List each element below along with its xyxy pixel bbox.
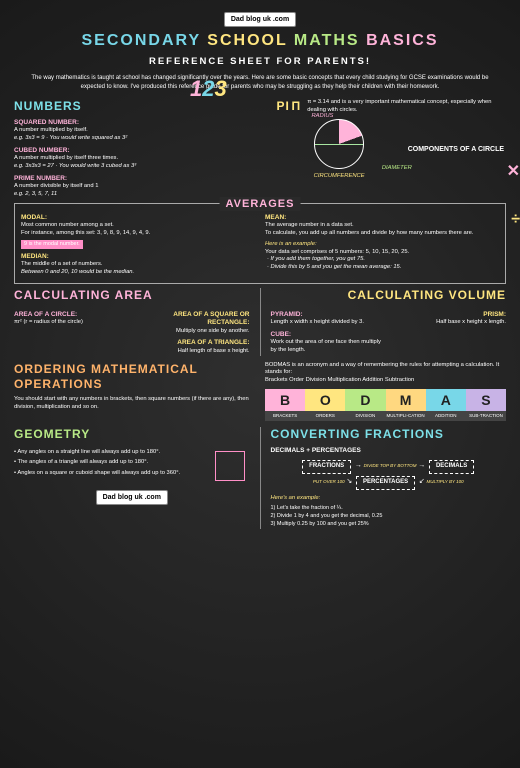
squared-eg: e.g. 3x3 = 9 · You would write squared a… [14,135,266,143]
averages-title: AVERAGES [220,197,301,211]
arrow-icon: → [418,462,425,469]
mean-ex1: Your data set comprises of 5 numbers: 5,… [265,249,499,257]
cube-label: CUBE: [271,331,384,339]
header: Dad blog uk .com SECONDARY SCHOOL MATHS … [14,12,506,91]
squared-label: SQUARED NUMBER: [14,119,266,127]
pi-body: π = 3.14 and is a very important mathema… [307,99,506,115]
mean-ex2: · If you add them together, you get 75. [267,256,499,264]
mean-label: MEAN: [265,214,499,222]
area-square-label: AREA OF A SQUARE OR RECTANGLE: [137,311,250,328]
mean-ex3: · Divide this by 5 and you get the mean … [267,264,499,272]
area-title: CALCULATING AREA [14,288,250,304]
circumference-label: CIRCUMFERENCE [276,173,401,181]
prism-label: PRISM: [393,311,506,319]
median-label: MEDIAN: [21,253,255,261]
row-bodmas: ORDERING MATHEMATICAL OPERATIONS You sho… [14,362,506,421]
multiply-icon: ✕ [507,162,520,183]
subtitle: REFERENCE SHEET FOR PARENTS! [14,56,506,68]
row-numbers-pi: NUMBERS SQUARED NUMBER: A number multipl… [14,99,506,199]
area-tri-body: Half length of base x height. [137,348,250,356]
fractions-box: FRACTIONS [302,460,351,474]
decorative-123: 123 [190,75,227,104]
area-circle-label: AREA OF A CIRCLE: [14,311,127,319]
modal-eg: For instance, among this set: 3, 9, 8, 9… [21,230,255,238]
arrow-icon: → [355,462,362,469]
brand-tag: Dad blog uk .com [224,12,296,27]
convert-title: CONVERTING FRACTIONS [271,427,507,443]
prime-body: A number divisible by itself and 1 [14,183,266,191]
row-area-volume: CALCULATING AREA AREA OF A CIRCLE: πr² (… [14,288,506,356]
prism-body: Half base x height x length. [393,319,506,327]
modal-label: MODAL: [21,214,255,222]
bodmas-title: ORDERING MATHEMATICAL OPERATIONS [14,362,255,393]
percentages-box: PERCENTAGES [356,476,415,490]
circle-diagram [314,119,364,169]
squared-body: A number multiplied by itself. [14,127,266,135]
median-eg: Between 0 and 20, 10 would be the median… [21,269,255,277]
pyramid-label: PYRAMID: [271,311,384,319]
volume-title: CALCULATING VOLUME [271,288,507,304]
arrow-a1: DIVIDE TOP BY BOTTOM [364,463,417,468]
row-geom-convert: GEOMETRY • Any angles on a straight line… [14,427,506,529]
median-body: The middle of a set of numbers. [21,261,255,269]
brand-tag-bottom: Dad blog uk .com [96,490,168,505]
modal-tag: 9 is the modal number. [21,240,83,249]
cube-body: Work out the area of one face then multi… [271,339,384,355]
bodmas-letters: BODMAS [265,389,506,411]
cubed-eg: e.g. 3x3x3 = 27 · You would write 3 cube… [14,163,266,171]
mean-body: The average number in a data set. [265,222,499,230]
mean-ex-label: Here is an example: [265,241,499,249]
pi-heading: PI π [276,99,301,115]
geom-b1: Any angles on a straight line will alway… [17,449,160,455]
convert-sub: DECIMALS + PERCENTAGES [271,447,507,455]
arrow-a2: PUT OVER 100 [313,479,345,484]
diameter-label: DIAMETER [382,165,412,173]
bodmas-labels: BRACKETSORDERSDIVISIONMULTIPLI-CATIONADD… [265,411,506,421]
arrow-icon: ↙ [419,478,425,485]
area-tri-label: AREA OF A TRIANGLE: [137,339,250,347]
bodmas-intro: BODMAS is an acronym and a way of rememb… [265,362,506,378]
convert-steps: 1) Let's take the fraction of ¼. 2) Divi… [271,505,507,528]
arrow-a3: MULTIPLY BY 100 [427,479,464,484]
bodmas-expand: Brackets Order Division Multiplication A… [265,377,506,385]
cubed-body: A number multiplied by itself three time… [14,155,266,163]
arrow-icon: ↘ [346,478,352,485]
infographic-page: Dad blog uk .com SECONDARY SCHOOL MATHS … [0,0,520,768]
area-square-body: Multiply one side by another. [137,328,250,336]
geometry-title: GEOMETRY [14,427,250,443]
decimals-box: DECIMALS [429,460,474,474]
bodmas-body: You should start with any numbers in bra… [14,396,255,412]
geom-b2: The angles of a triangle will always add… [18,459,149,465]
main-title: SECONDARY SCHOOL MATHS BASICS [14,31,506,52]
pyramid-body: Length x width x height divided by 3. [271,319,384,327]
radius-label: RADIUS [311,113,333,121]
convert-diagram: FRACTIONS → DIVIDE TOP BY BOTTOM → DECIM… [271,459,507,491]
cubed-label: CUBED NUMBER: [14,147,266,155]
numbers-title: NUMBERS [14,99,266,115]
convert-ex-label: Here's an example: [271,495,507,503]
modal-body: Most common number among a set. [21,222,255,230]
averages-box: AVERAGES MODAL: Most common number among… [14,203,506,284]
prime-label: PRIME NUMBER: [14,175,266,183]
area-circle-body: πr² (r = radius of the circle) [14,319,127,327]
intro-text: The way mathematics is taught at school … [30,74,490,91]
mean-body2: To calculate, you add up all numbers and… [265,230,499,238]
components-title: COMPONENTS OF A CIRCLE [406,145,506,154]
geom-b3: Angles on a square or cuboid shape will … [17,470,180,476]
geometry-triangle-icon [215,451,245,481]
divide-icon: ÷ [511,210,520,231]
